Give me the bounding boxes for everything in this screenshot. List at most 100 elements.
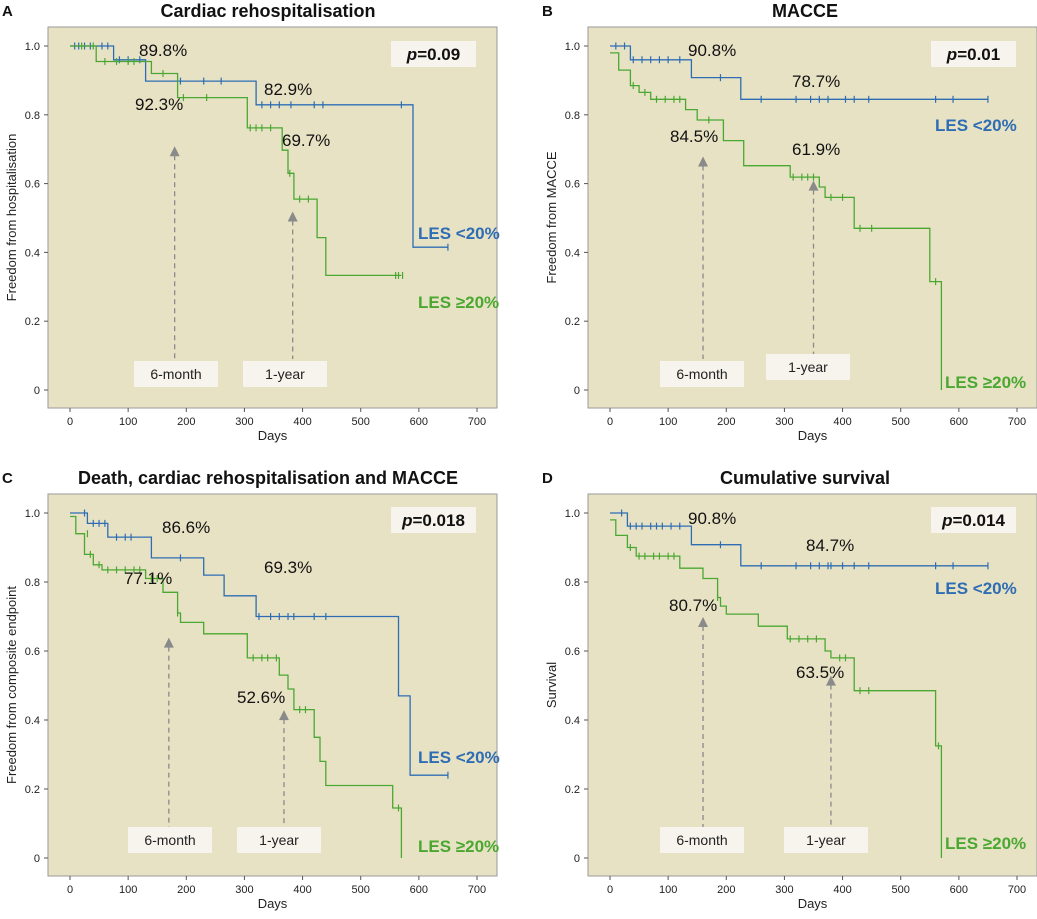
y-tick-label: 0.2	[565, 316, 580, 328]
timepoint-box	[784, 827, 868, 853]
x-tick-label: 200	[177, 416, 195, 428]
panel-letter: D	[542, 470, 553, 487]
timepoint-box	[128, 827, 212, 853]
y-tick-label: 0.8	[565, 577, 580, 589]
percent-annotation: 63.5%	[796, 663, 844, 682]
y-tick-label: 0	[34, 385, 40, 397]
panel-b: B MACCE 0 0.2 0.4 0.6 0.8 1.0 0 100 200 300 400 500 60…	[542, 1, 1037, 443]
timepoint-box	[134, 361, 218, 387]
series-line-les-lt20	[610, 45, 988, 100]
panel-title: MACCE	[772, 1, 838, 21]
timepoint-arrow-head	[825, 675, 836, 686]
p-symbol: p	[941, 511, 952, 530]
timepoint-box	[660, 827, 744, 853]
x-tick-label: 700	[1008, 416, 1026, 428]
percent-annotation: 90.8%	[688, 509, 736, 528]
y-axis-title: Freedom from hospitalisation	[4, 134, 19, 302]
timepoint-arrow-head	[163, 637, 174, 648]
y-tick-label: 0.2	[25, 784, 40, 796]
panel-title: Cardiac rehospitalisation	[160, 1, 375, 21]
series-label: LES <20%	[418, 224, 500, 243]
percent-annotation: 89.8%	[139, 41, 187, 60]
timepoint-arrow-head	[287, 211, 298, 222]
percent-annotation: 84.7%	[806, 536, 854, 555]
timepoint-box	[243, 361, 327, 387]
percent-annotation: 80.7%	[669, 596, 717, 615]
percent-annotation: 78.7%	[792, 72, 840, 91]
y-tick-label: 0.6	[25, 179, 40, 191]
x-tick-label: 500	[352, 416, 370, 428]
x-tick-label: 0	[67, 884, 73, 896]
series-label: LES ≥20%	[945, 373, 1026, 392]
series-line-les-lt20	[610, 512, 988, 567]
y-tick-label: 0.2	[565, 784, 580, 796]
panel-a: A Cardiac rehospitalisation 0 0.2 0.4 0.6 0.8 1…	[2, 1, 500, 443]
x-tick-label: 600	[410, 884, 428, 896]
x-tick-label: 100	[659, 884, 677, 896]
x-tick-label: 100	[119, 416, 137, 428]
panel-letter: B	[542, 3, 553, 20]
panel-title: Death, cardiac rehospitalisation and MAC…	[78, 468, 458, 488]
y-tick-label: 0.6	[25, 646, 40, 658]
series-line-les-ge20	[70, 515, 403, 858]
y-axis-title: Freedom from MACCE	[544, 151, 559, 284]
x-tick-label: 700	[468, 884, 486, 896]
timepoint-arrow-head	[698, 156, 709, 167]
x-tick-label: 400	[293, 416, 311, 428]
percent-annotation: 84.5%	[670, 127, 718, 146]
x-tick-label: 300	[775, 884, 793, 896]
x-tick-label: 0	[607, 416, 613, 428]
x-tick-label: 600	[410, 416, 428, 428]
series-line-les-ge20	[610, 52, 943, 390]
timepoint-label: 6-month	[150, 366, 201, 382]
timepoint-box	[237, 827, 321, 853]
x-tick-label: 700	[1008, 884, 1026, 896]
y-axis-title: Survival	[544, 662, 559, 708]
y-tick-label: 0.4	[25, 247, 40, 259]
timepoint-box	[660, 361, 744, 387]
y-tick-label: 0.8	[25, 110, 40, 122]
panel-c: C Death, cardiac rehospitalisation and MA…	[2, 468, 500, 911]
percent-annotation: 90.8%	[688, 41, 736, 60]
percent-annotation: 69.3%	[264, 558, 312, 577]
timepoint-arrow-head	[278, 710, 289, 721]
timepoint-arrow-head	[808, 180, 819, 191]
percent-annotation: 69.7%	[282, 131, 330, 150]
y-tick-label: 0.6	[565, 179, 580, 191]
x-axis-title: Days	[798, 896, 828, 911]
x-axis-title: Days	[258, 896, 288, 911]
series-label: LES <20%	[935, 116, 1017, 135]
percent-annotation: 52.6%	[237, 688, 285, 707]
y-tick-label: 0.8	[25, 577, 40, 589]
timepoint-label: 6-month	[144, 832, 195, 848]
x-tick-label: 600	[950, 884, 968, 896]
p-value: p=0.01	[946, 45, 1000, 64]
timepoint-label: 6-month	[676, 366, 727, 382]
x-tick-label: 500	[892, 884, 910, 896]
x-tick-label: 500	[892, 416, 910, 428]
y-tick-label: 0	[574, 385, 580, 397]
y-tick-label: 0.6	[565, 646, 580, 658]
timepoint-label: 1-year	[806, 832, 846, 848]
x-tick-label: 0	[67, 416, 73, 428]
panel-letter: C	[2, 470, 13, 487]
percent-annotation: 61.9%	[792, 140, 840, 159]
timepoint-label: 1-year	[259, 832, 299, 848]
series-line-les-ge20	[610, 519, 943, 858]
series-line-les-lt20	[70, 45, 448, 248]
x-axis-title: Days	[258, 428, 288, 443]
panel-title: Cumulative survival	[720, 468, 890, 488]
series-line-les-ge20	[70, 45, 402, 277]
x-tick-label: 500	[352, 884, 370, 896]
y-tick-label: 1.0	[565, 41, 580, 53]
plot-area	[587, 493, 1037, 877]
series-label: LES ≥20%	[945, 834, 1026, 853]
plot-area	[587, 26, 1037, 409]
y-tick-label: 1.0	[565, 508, 580, 520]
y-tick-label: 1.0	[25, 41, 40, 53]
x-tick-label: 600	[950, 416, 968, 428]
timepoint-label: 1-year	[788, 359, 828, 375]
panel-letter: A	[2, 3, 13, 20]
x-tick-label: 100	[119, 884, 137, 896]
